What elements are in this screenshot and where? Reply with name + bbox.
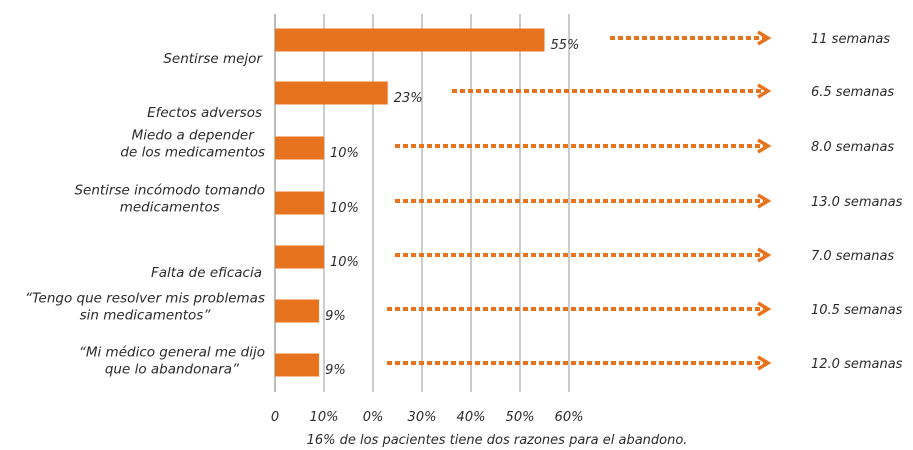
bar <box>275 81 388 105</box>
category-label: Sentirse incómodo tomando medicamentos <box>74 183 265 216</box>
category-label: Efectos adversos <box>147 105 262 121</box>
chart-footnote: 16% de los pacientes tiene dos razones p… <box>307 433 688 448</box>
data-label: 10% <box>330 255 359 270</box>
x-tick-label: 10% <box>310 410 339 425</box>
category-label: “Tengo que resolver mis problemas sin med… <box>25 291 265 324</box>
category-labels: Sentirse mejor Efectos adversos Miedo a de… <box>25 51 265 378</box>
data-label: 10% <box>330 201 359 216</box>
x-tick-label: 50% <box>506 410 535 425</box>
dashed-arrow <box>452 83 772 99</box>
bar <box>275 28 545 52</box>
annotation-label: 8.0 semanas <box>811 140 894 155</box>
bar <box>275 136 324 160</box>
category-label: Falta de eficacia <box>151 265 262 281</box>
category-label: Miedo a depender de los medicamentos <box>120 128 265 161</box>
dashed-arrow <box>395 193 772 209</box>
annotation-label: 10.5 semanas <box>811 303 903 318</box>
dashed-arrow <box>387 301 772 317</box>
category-label: “Mi médico general me dijo que lo abandon… <box>79 345 265 378</box>
x-tick-label: 0% <box>363 410 384 425</box>
annotation-label: 12.0 semanas <box>811 357 903 372</box>
bars-layer: 55% 23% 10% 10% 10% 9% 9% <box>275 28 580 378</box>
category-label: Sentirse mejor <box>163 51 263 67</box>
annotation-label: 6.5 semanas <box>811 85 894 100</box>
bar <box>275 245 324 269</box>
data-label: 23% <box>394 91 423 106</box>
annotation-layer: 11 semanas 6.5 semanas 8.0 semanas 13.0 sem… <box>387 30 903 372</box>
bar <box>275 191 324 215</box>
bar <box>275 353 320 377</box>
bar <box>275 299 320 323</box>
data-label: 9% <box>325 363 346 378</box>
data-label: 55% <box>551 38 580 53</box>
annotation-label: 13.0 semanas <box>811 195 903 210</box>
dashed-arrow <box>610 30 772 46</box>
x-tick-label: 60% <box>555 410 584 425</box>
annotation-label: 11 semanas <box>811 32 890 47</box>
dashed-arrow <box>395 247 772 263</box>
x-tick-labels: 0 10% 0% 30% 40% 50% 60% <box>271 410 584 425</box>
data-label: 9% <box>325 309 346 324</box>
dashed-arrow <box>387 355 772 371</box>
dashed-arrow <box>395 138 772 154</box>
x-tick-label: 30% <box>408 410 437 425</box>
annotation-label: 7.0 semanas <box>811 249 894 264</box>
x-tick-label: 0 <box>271 410 279 425</box>
data-label: 10% <box>330 146 359 161</box>
x-tick-label: 40% <box>457 410 486 425</box>
